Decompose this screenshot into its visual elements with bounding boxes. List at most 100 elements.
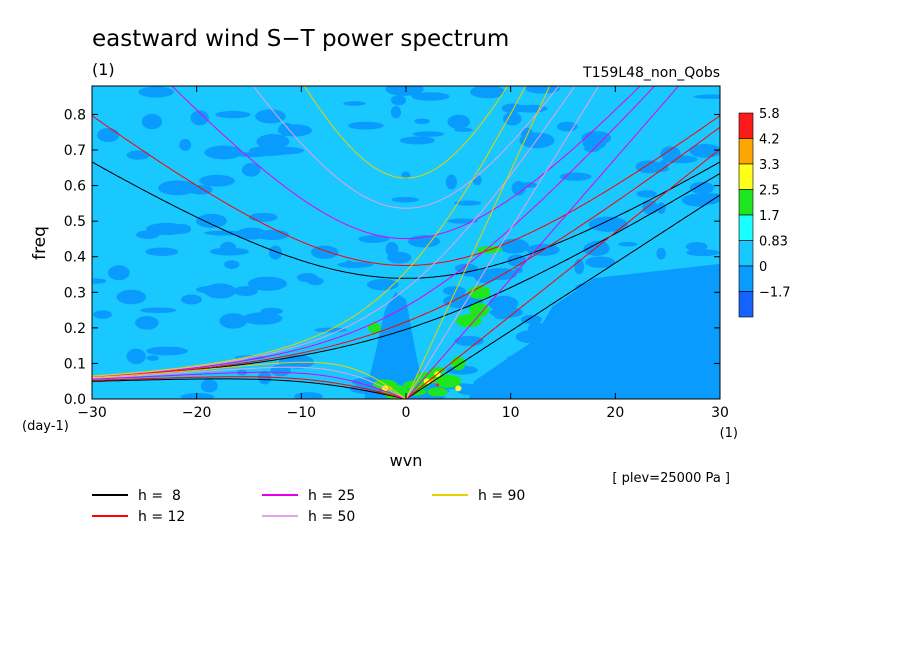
low-power-patch	[204, 283, 237, 299]
low-power-patch	[656, 247, 666, 260]
high-power-patch	[434, 374, 462, 388]
y-axis-unit: (day-1)	[22, 419, 69, 434]
low-power-patch	[693, 384, 716, 394]
low-power-patch	[585, 256, 616, 268]
low-power-patch	[248, 212, 278, 222]
low-power-patch	[358, 235, 390, 243]
low-power-patch	[616, 322, 631, 334]
x-tick-label: 30	[711, 405, 729, 421]
low-power-patch	[139, 307, 177, 313]
x-tick-label: 10	[502, 405, 520, 421]
chart-subtitle-right: T159L48_non_Qobs	[582, 65, 720, 81]
low-power-patch	[391, 196, 419, 203]
low-power-patch	[366, 278, 399, 291]
low-power-patch	[414, 118, 430, 125]
low-power-patch	[242, 312, 283, 325]
low-power-patch	[136, 230, 160, 239]
low-power-patch	[196, 213, 227, 228]
y-tick-label: 0.6	[64, 179, 86, 195]
low-power-patch	[542, 364, 572, 372]
low-power-patch	[399, 136, 435, 145]
x-tick-label: 0	[402, 405, 411, 421]
colorbar-swatch	[738, 291, 754, 318]
inertia-gravity-curve	[252, 86, 560, 209]
low-power-patch	[126, 150, 150, 160]
colorbar-label: −1.7	[759, 286, 791, 301]
low-power-patch	[344, 260, 354, 269]
low-power-patch	[241, 163, 261, 177]
colorbar-label: 5.8	[759, 107, 780, 122]
low-power-patch	[135, 316, 159, 330]
low-power-patch	[689, 143, 720, 158]
low-power-patch	[599, 359, 640, 367]
inertia-gravity-curve	[92, 161, 720, 279]
rossby-curve	[92, 366, 407, 399]
low-power-patch	[233, 286, 258, 297]
low-power-patch	[265, 146, 304, 155]
low-power-patch	[679, 353, 710, 367]
x-tick-label: −20	[182, 405, 212, 421]
colorbar-swatch	[738, 138, 754, 165]
low-power-patch	[588, 216, 628, 232]
colorbar-swatch	[738, 240, 754, 267]
low-power-patch	[204, 145, 242, 160]
low-power-patch	[521, 127, 534, 140]
low-power-patch	[539, 384, 578, 399]
low-power-patch	[696, 194, 720, 205]
low-power-patch	[347, 121, 384, 130]
high-power-patch	[429, 366, 446, 375]
low-power-patch	[256, 229, 289, 240]
low-power-patch	[642, 200, 659, 215]
low-power-patch	[559, 172, 592, 181]
low-power-patch	[116, 289, 146, 305]
low-power-patch	[411, 92, 450, 101]
low-power-patch	[515, 329, 552, 344]
low-power-patch	[256, 134, 290, 150]
low-power-patch	[636, 190, 657, 198]
low-power-patch	[179, 138, 192, 151]
high-power-patch	[469, 302, 490, 318]
low-power-patch	[146, 346, 188, 356]
y-tick-label: 0.2	[64, 321, 86, 337]
low-power-patch	[442, 286, 466, 296]
inertia-gravity-curve	[303, 86, 509, 179]
kelvin-curve	[405, 148, 720, 399]
high-power-patch	[427, 387, 448, 397]
low-power-patch	[663, 155, 698, 164]
max-power-patch	[435, 383, 439, 387]
y-axis-label: freq	[30, 226, 50, 260]
legend-label: h = 50	[308, 509, 355, 525]
low-power-region	[468, 263, 720, 399]
higher-power-patch	[455, 385, 462, 392]
low-power-patch	[277, 124, 313, 137]
low-power-patch	[235, 152, 269, 158]
colorbar-swatch	[738, 189, 754, 216]
low-power-patch	[498, 238, 530, 254]
low-power-patch	[138, 86, 174, 98]
low-power-patch	[390, 106, 402, 119]
low-power-patch	[190, 110, 209, 126]
kelvin-curve	[405, 86, 680, 399]
low-power-patch	[92, 278, 107, 284]
low-power-patch	[215, 110, 251, 119]
kelvin-curve	[405, 194, 720, 399]
colorbar: 5.8 4.2 3.3 2.5 1.7 0.83 0 −1.7	[738, 107, 791, 318]
low-power-patch	[255, 109, 286, 124]
colorbar-swatch	[738, 163, 754, 190]
low-power-patch	[635, 160, 663, 174]
low-power-patch	[107, 265, 130, 281]
low-power-patch	[470, 86, 505, 99]
chart-title: eastward wind S−T power spectrum	[92, 26, 509, 52]
legend: h = 8 h = 12 h = 25 h = 50 h = 90	[92, 488, 525, 525]
x-tick-label: −10	[287, 405, 317, 421]
rossby-curve	[92, 371, 407, 399]
chart-subtitle-left: (1)	[92, 60, 115, 79]
plev-note: [ plev=25000 Pa ]	[612, 471, 730, 486]
low-power-patch	[93, 310, 112, 319]
low-power-patch	[204, 230, 244, 236]
low-power-patch	[685, 242, 708, 252]
x-tick-label: 20	[606, 405, 624, 421]
low-power-patch	[297, 272, 318, 283]
low-power-patch	[454, 200, 482, 206]
